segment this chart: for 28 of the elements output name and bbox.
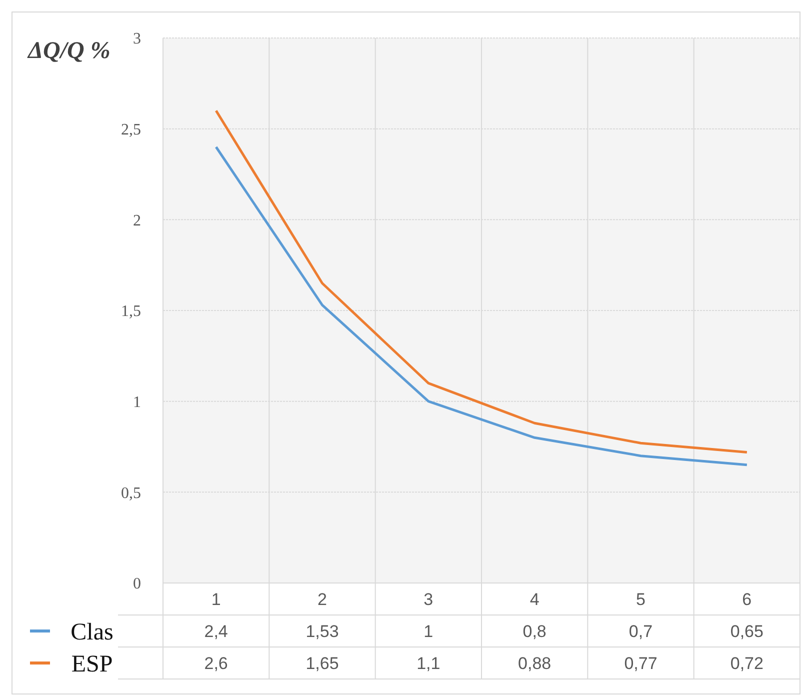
y-tick-label: 1 <box>133 394 141 411</box>
y-tick-label: 0,5 <box>121 484 141 502</box>
y-tick-label: 3 <box>133 30 141 48</box>
data-label: 0,72 <box>730 654 764 673</box>
legend-label: ESP <box>71 651 113 678</box>
x-tick-label: 6 <box>742 590 752 609</box>
y-tick-label: 1,5 <box>121 303 141 320</box>
y-tick-label: 2 <box>133 212 141 230</box>
x-tick-label: 1 <box>211 590 221 609</box>
data-label: 0,65 <box>730 622 764 641</box>
data-label: 0,7 <box>628 622 653 641</box>
data-label: 1,1 <box>416 654 440 673</box>
data-label: 1,65 <box>306 654 339 673</box>
x-tick-label: 4 <box>530 590 540 609</box>
y-tick-label: 0 <box>133 576 141 593</box>
y-axis-title: ΔQ/Q % <box>27 38 110 64</box>
data-label: 2,6 <box>204 654 228 673</box>
data-label: 1 <box>424 622 434 641</box>
data-label: 2,4 <box>204 622 228 641</box>
data-label: 0,8 <box>522 622 546 641</box>
data-label: 0,77 <box>624 654 658 673</box>
x-tick-label: 2 <box>318 590 327 609</box>
x-tick-label: 5 <box>636 590 646 609</box>
x-tick-label: 3 <box>424 590 434 609</box>
data-label: 0,88 <box>518 654 552 673</box>
data-label: 1,53 <box>306 622 339 641</box>
legend-label: Clas <box>70 619 114 646</box>
y-tick-label: 2,5 <box>121 121 141 138</box>
